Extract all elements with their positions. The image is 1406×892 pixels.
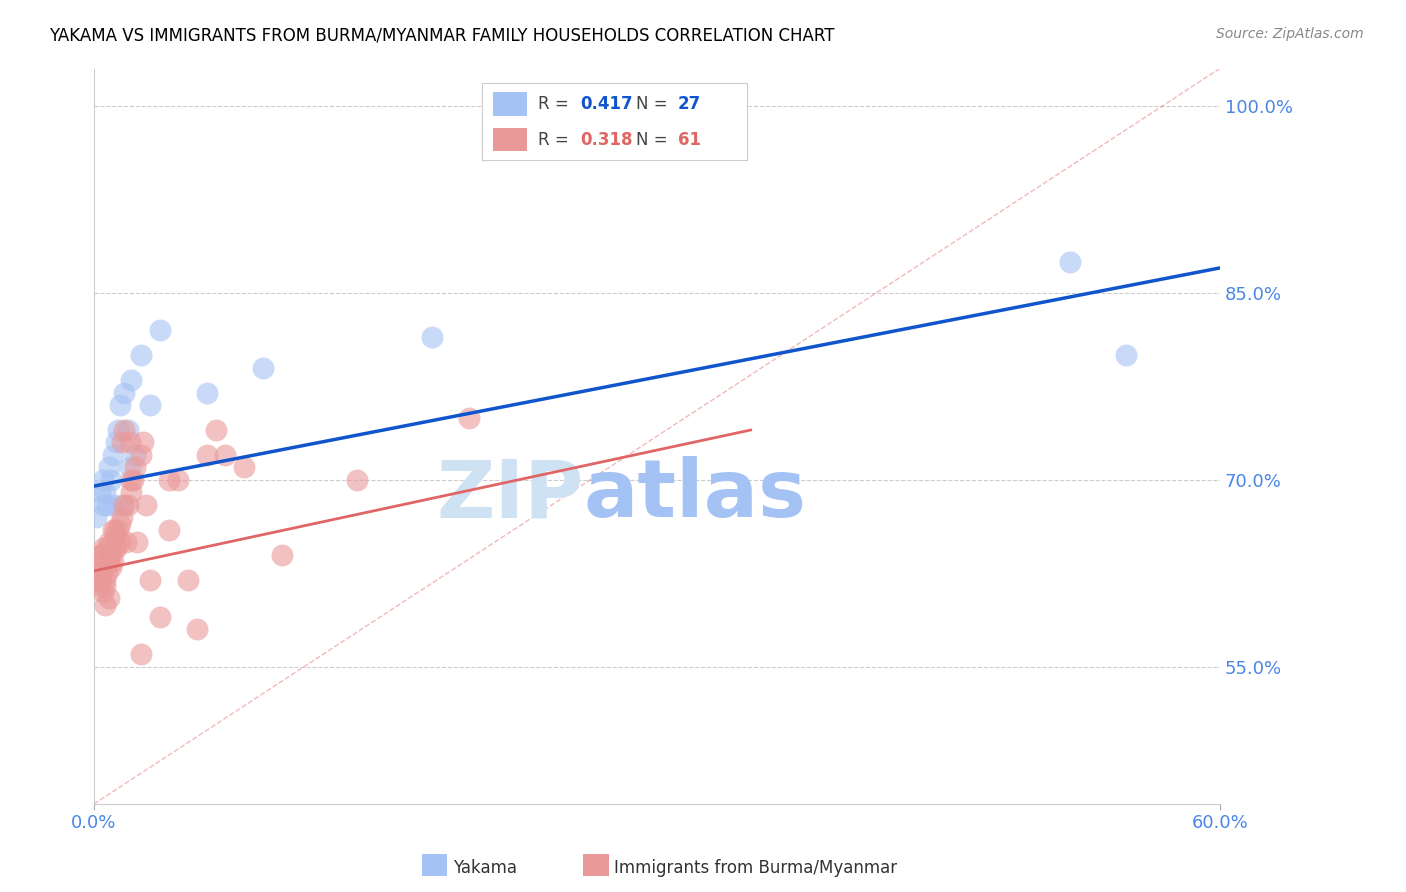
Text: ZIP: ZIP <box>436 456 583 534</box>
Point <box>96 566 118 581</box>
Point <box>91 541 114 556</box>
Point <box>100 548 122 562</box>
Point <box>129 348 152 362</box>
Text: atlas: atlas <box>583 456 807 534</box>
Point <box>96 541 118 556</box>
Point <box>103 541 125 556</box>
Point <box>105 541 128 556</box>
Point <box>112 498 135 512</box>
Point <box>97 591 120 606</box>
Point <box>135 498 157 512</box>
Point <box>84 554 107 568</box>
Point <box>91 473 114 487</box>
Point <box>86 566 108 581</box>
Point <box>124 460 146 475</box>
Text: Immigrants from Burma/Myanmar: Immigrants from Burma/Myanmar <box>614 859 897 877</box>
Point <box>205 423 228 437</box>
Point <box>100 560 122 574</box>
Point <box>108 516 131 531</box>
Point <box>101 448 124 462</box>
Point <box>214 448 236 462</box>
Point <box>120 485 142 500</box>
Point <box>233 460 256 475</box>
Point <box>97 460 120 475</box>
Point <box>149 610 172 624</box>
Point <box>108 535 131 549</box>
Point <box>149 323 172 337</box>
Point <box>458 410 481 425</box>
Point <box>101 523 124 537</box>
Point <box>84 510 107 524</box>
Text: Source: ZipAtlas.com: Source: ZipAtlas.com <box>1216 27 1364 41</box>
Point <box>91 498 114 512</box>
Point <box>105 529 128 543</box>
Point <box>94 485 117 500</box>
Point <box>120 473 142 487</box>
Point <box>186 623 208 637</box>
Point <box>112 423 135 437</box>
Point <box>89 579 111 593</box>
Point <box>177 573 200 587</box>
Point <box>139 398 162 412</box>
Point <box>89 485 111 500</box>
Point <box>101 554 124 568</box>
Point <box>157 523 180 537</box>
Point <box>103 523 125 537</box>
Point <box>84 573 107 587</box>
Point <box>129 448 152 462</box>
Point <box>122 473 145 487</box>
Point <box>118 435 141 450</box>
Point <box>90 573 112 587</box>
Point <box>100 473 122 487</box>
Point <box>107 523 129 537</box>
Point <box>167 473 190 487</box>
Point <box>94 598 117 612</box>
Point <box>252 360 274 375</box>
Point <box>346 473 368 487</box>
Point <box>91 585 114 599</box>
Point <box>101 498 124 512</box>
Point <box>117 423 139 437</box>
Text: Yakama: Yakama <box>453 859 517 877</box>
Point <box>107 423 129 437</box>
Point <box>195 448 218 462</box>
Point <box>132 435 155 450</box>
Point <box>125 535 148 549</box>
Point <box>129 648 152 662</box>
Point <box>139 573 162 587</box>
Point <box>96 498 118 512</box>
Point <box>120 373 142 387</box>
Point <box>97 535 120 549</box>
Point <box>124 448 146 462</box>
Point <box>108 398 131 412</box>
Point <box>96 554 118 568</box>
Point <box>90 548 112 562</box>
Point <box>112 385 135 400</box>
Point <box>89 548 111 562</box>
Point <box>111 510 134 524</box>
Text: YAKAMA VS IMMIGRANTS FROM BURMA/MYANMAR FAMILY HOUSEHOLDS CORRELATION CHART: YAKAMA VS IMMIGRANTS FROM BURMA/MYANMAR … <box>49 27 835 45</box>
Point <box>97 554 120 568</box>
Point <box>91 560 114 574</box>
Point <box>111 498 134 512</box>
Point <box>118 460 141 475</box>
Point <box>195 385 218 400</box>
Point <box>94 573 117 587</box>
Point <box>1059 254 1081 268</box>
Point <box>111 435 134 450</box>
Point <box>94 579 117 593</box>
Point <box>157 473 180 487</box>
Point <box>117 498 139 512</box>
Point <box>105 435 128 450</box>
Point <box>114 535 136 549</box>
Point <box>420 329 443 343</box>
Point <box>1115 348 1137 362</box>
Point <box>101 535 124 549</box>
Point <box>270 548 292 562</box>
